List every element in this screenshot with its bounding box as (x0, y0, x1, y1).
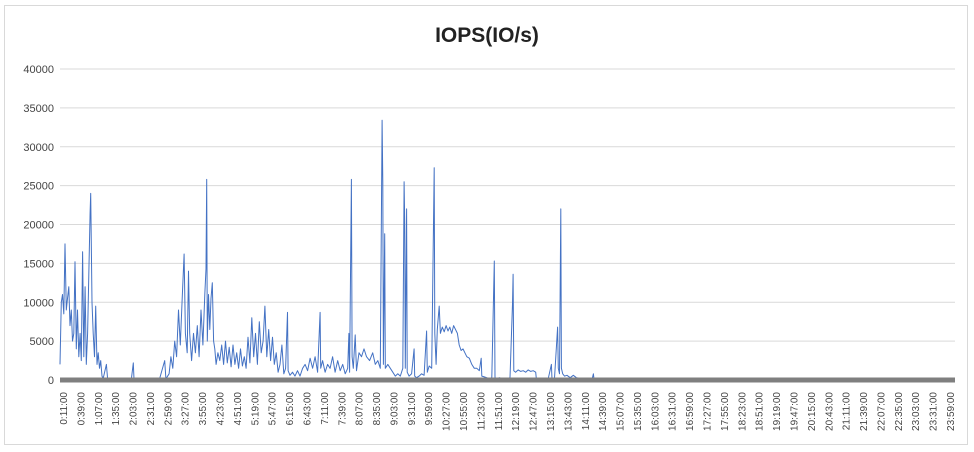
gridlines (60, 68, 955, 381)
y-tick-label: 20000 (23, 220, 54, 232)
x-tick-label: 11:51:00 (494, 392, 505, 431)
x-tick-label: 16:59:00 (685, 392, 696, 431)
x-tick-label: 17:55:00 (720, 392, 731, 431)
x-tick-label: 14:11:00 (581, 392, 592, 431)
x-tick-label: 18:23:00 (737, 392, 748, 431)
x-tick-label: 3:27:00 (181, 392, 192, 426)
chart-title: IOPS(IO/s) (435, 24, 539, 47)
x-tick-label: 0:39:00 (76, 392, 87, 426)
series-layer (59, 119, 955, 383)
x-tick-label: 8:35:00 (372, 392, 383, 426)
x-tick-label: 9:31:00 (407, 392, 418, 426)
y-tick-label: 15000 (23, 258, 54, 270)
x-tick-label: 6:15:00 (285, 392, 296, 426)
x-tick-label: 20:15:00 (807, 392, 818, 431)
x-tick-label: 7:11:00 (320, 392, 331, 425)
x-tick-label: 10:55:00 (459, 392, 470, 431)
x-tick-label: 11:23:00 (476, 392, 487, 431)
x-axis-ticks: 0:11:00 0:39:00 1:07:00 1:35:00 2:03:00 2:31:… (59, 392, 957, 431)
x-tick-label: 1:07:00 (94, 392, 105, 426)
x-tick-label: 4:51:00 (233, 392, 244, 426)
y-tick-label: 25000 (23, 181, 54, 193)
x-tick-label: 14:39:00 (598, 392, 609, 431)
y-tick-label: 0 (48, 375, 54, 387)
x-tick-label: 23:59:00 (946, 392, 957, 431)
x-tick-label: 16:31:00 (668, 392, 679, 431)
x-tick-label: 17:27:00 (703, 392, 714, 431)
x-tick-label: 22:07:00 (876, 392, 887, 431)
y-tick-label: 40000 (23, 64, 54, 76)
x-tick-label: 21:11:00 (842, 392, 853, 431)
x-tick-label: 2:59:00 (163, 392, 174, 426)
x-tick-label: 19:47:00 (789, 392, 800, 431)
x-tick-label: 12:19:00 (511, 392, 522, 431)
x-tick-label: 23:03:00 (911, 392, 922, 431)
x-tick-label: 15:35:00 (633, 392, 644, 431)
x-tick-label: 7:39:00 (337, 392, 348, 426)
x-tick-label: 2:03:00 (129, 392, 140, 426)
x-tick-label: 8:07:00 (355, 392, 366, 426)
x-tick-label: 16:03:00 (650, 392, 661, 431)
y-tick-label: 10000 (23, 297, 54, 309)
x-tick-label: 23:31:00 (929, 392, 940, 431)
x-tick-label: 15:07:00 (616, 392, 627, 431)
series-line-0 (59, 119, 955, 381)
x-tick-label: 20:43:00 (824, 392, 835, 431)
x-tick-label: 4:23:00 (216, 392, 227, 426)
x-tick-label: 9:59:00 (424, 392, 435, 426)
x-tick-label: 13:43:00 (563, 392, 574, 431)
x-tick-label: 22:35:00 (894, 392, 905, 431)
x-tick-label: 21:39:00 (859, 392, 870, 431)
y-axis-ticks: 0 5000 10000 15000 20000 25000 30000 35000 40000 (23, 64, 54, 387)
y-tick-label: 35000 (23, 103, 54, 115)
y-tick-label: 30000 (23, 142, 54, 154)
x-tick-label: 9:03:00 (389, 392, 400, 426)
x-tick-label: 6:43:00 (302, 392, 313, 426)
x-tick-label: 1:35:00 (111, 392, 122, 426)
x-tick-label: 5:47:00 (268, 392, 279, 426)
x-tick-label: 0:11:00 (59, 392, 70, 425)
x-tick-label: 2:31:00 (146, 392, 157, 426)
x-tick-label: 3:55:00 (198, 392, 209, 426)
x-tick-label: 18:51:00 (755, 392, 766, 431)
x-tick-label: 12:47:00 (529, 392, 540, 431)
x-tick-label: 19:19:00 (772, 392, 783, 431)
x-tick-label: 10:27:00 (442, 392, 453, 431)
x-tick-label: 5:19:00 (250, 392, 261, 426)
y-tick-label: 5000 (30, 336, 54, 348)
x-tick-label: 13:15:00 (546, 392, 557, 431)
